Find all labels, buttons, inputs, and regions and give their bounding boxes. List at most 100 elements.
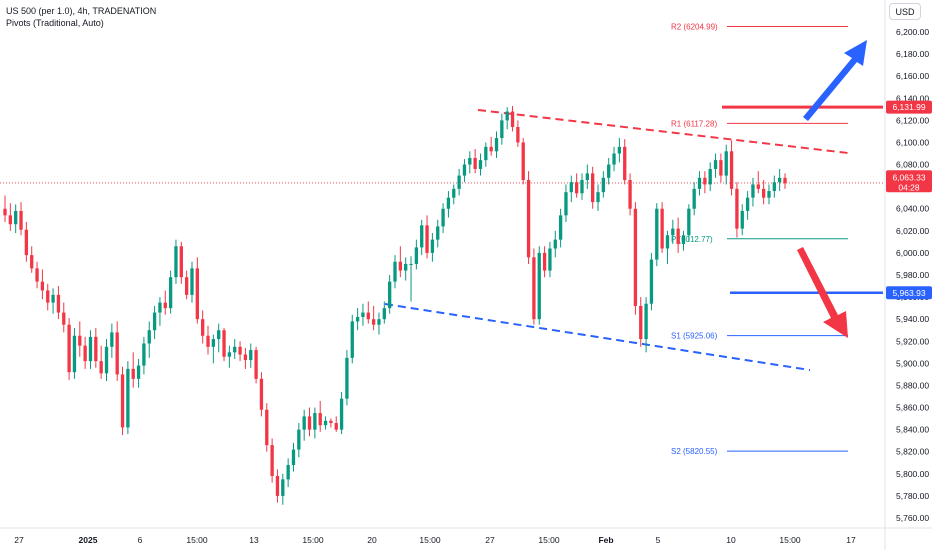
pivot-label: S1 (5925.06) (671, 332, 718, 341)
up-arrow (803, 40, 867, 121)
support-price-tag-text: 5,963.93 (892, 288, 925, 298)
candle-body (612, 153, 616, 165)
candle-body (227, 352, 232, 357)
candle-body (436, 226, 440, 240)
candle-body (3, 208, 7, 216)
candle-body (740, 210, 744, 229)
y-tick-label: 5,900.00 (896, 358, 929, 368)
candle-body (99, 361, 103, 374)
candle-body (345, 357, 349, 399)
candle-body (446, 197, 451, 209)
candle-body (617, 146, 622, 154)
candle-body (254, 350, 258, 379)
candle-body (553, 239, 557, 249)
x-tick-label: 15:00 (538, 535, 560, 545)
current-price-tag-text: 6,063.33 (892, 172, 925, 182)
candle-body (398, 261, 402, 271)
candle-body (628, 180, 632, 209)
candle-body (67, 324, 71, 373)
candle-body (361, 312, 365, 317)
candle-body (420, 225, 424, 248)
candle-body (500, 120, 504, 139)
candle-body (115, 332, 119, 375)
candle-body (56, 294, 61, 313)
candle-body (206, 335, 210, 347)
symbol-title[interactable]: US 500 (per 1.0), 4h, TRADENATION (6, 6, 157, 16)
candle-body (452, 188, 456, 198)
candle-body (78, 335, 82, 346)
x-tick-label: 15:00 (302, 535, 324, 545)
candle-body (110, 332, 114, 347)
y-tick-label: 5,760.00 (896, 513, 929, 523)
candle-body (163, 302, 167, 309)
y-tick-label: 5,920.00 (896, 336, 929, 346)
candle-body (521, 142, 525, 181)
y-tick-label: 6,160.00 (896, 71, 929, 81)
candle-body (217, 330, 221, 340)
y-tick-label: 5,980.00 (896, 270, 929, 280)
candle-body (607, 164, 611, 178)
candle-body (404, 263, 408, 271)
candle-body (94, 336, 98, 362)
candle-body (281, 479, 285, 496)
candle-body (772, 182, 776, 192)
candle-body (409, 263, 413, 265)
candle-body (168, 277, 173, 309)
candle-body (323, 420, 328, 426)
candle-body (783, 177, 787, 184)
candle-body (270, 445, 274, 477)
candle-body (72, 335, 77, 373)
pivot-label: R1 (6117.28) (671, 119, 717, 128)
y-tick-label: 5,800.00 (896, 469, 929, 479)
candle-body (623, 146, 627, 181)
candle-body (580, 180, 584, 194)
candle-body (681, 235, 686, 245)
candle-body (542, 252, 547, 271)
y-tick-label: 5,780.00 (896, 491, 929, 501)
support-price-tag (886, 286, 932, 300)
indicator-label[interactable]: Pivots (Traditional, Auto) (6, 18, 104, 28)
candle-body (473, 157, 477, 169)
resistance-price-tag (886, 100, 932, 114)
candle-body (441, 208, 445, 227)
pivot-label: S2 (5820.55) (671, 447, 718, 456)
candle-body (307, 416, 312, 430)
y-tick-label: 6,080.00 (896, 160, 929, 170)
candle-body (596, 192, 600, 203)
current-price-tag (886, 170, 932, 193)
candle-body (761, 188, 766, 198)
candle-body (735, 188, 739, 229)
candle-body (719, 160, 723, 176)
candle-body (40, 281, 45, 291)
currency-button[interactable]: USD (889, 3, 921, 20)
candle-body (104, 346, 109, 374)
x-tick-label: 6 (138, 535, 143, 545)
candle-body (644, 303, 648, 340)
candle-body (184, 277, 189, 295)
candle-body (286, 464, 290, 480)
candle-body (14, 210, 18, 225)
candle-body (574, 182, 579, 194)
candle-body (275, 476, 280, 496)
candles (3, 106, 787, 505)
candle-body (147, 330, 151, 344)
candle-body (414, 247, 419, 264)
candle-body (591, 173, 595, 203)
candle-body (639, 305, 643, 340)
y-tick-label: 6,020.00 (896, 226, 929, 236)
candle-body (329, 420, 333, 424)
candle-body (179, 246, 183, 278)
candle-body (676, 228, 680, 245)
y-tick-label: 5,880.00 (896, 380, 929, 390)
down-arrow (797, 247, 848, 338)
candle-body (633, 208, 638, 306)
resistance-price-tag-text: 6,131.99 (892, 102, 925, 112)
candle-body (558, 215, 563, 240)
candle-body (697, 177, 702, 189)
candle-body (35, 268, 39, 282)
candle-body (457, 175, 461, 189)
x-tick-label: 15:00 (419, 535, 441, 545)
candle-body (334, 423, 338, 430)
